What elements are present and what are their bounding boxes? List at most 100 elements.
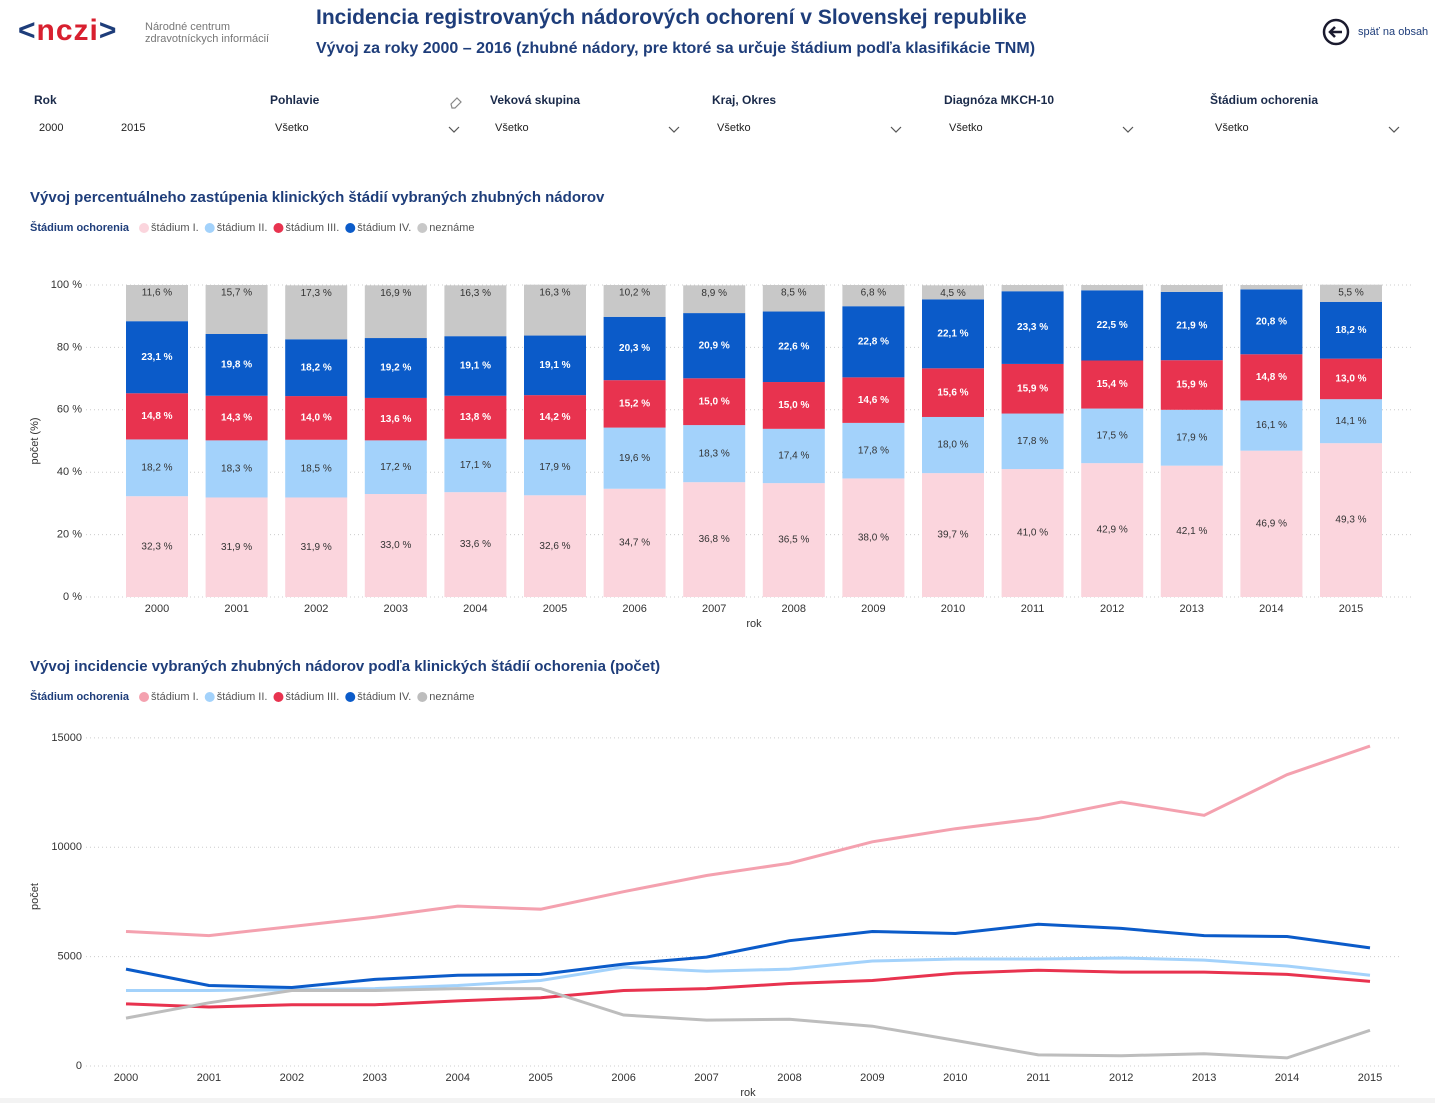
data-label: 18,2 %	[301, 362, 332, 373]
filter-input[interactable]: Všetko	[490, 117, 686, 139]
data-label: 36,5 %	[778, 535, 809, 546]
bar-segment	[1320, 301, 1382, 359]
data-label: 15,0 %	[778, 400, 809, 411]
filter-input[interactable]: 2000	[34, 117, 106, 139]
data-label: 16,1 %	[1256, 420, 1287, 431]
data-label: 20,3 %	[619, 343, 650, 354]
bar-segment	[1160, 409, 1223, 466]
x-tick-label: 2011	[1026, 1072, 1050, 1084]
data-label: 14,8 %	[1256, 372, 1287, 383]
bar-segment	[126, 285, 188, 322]
line	[125, 922, 1371, 989]
filter-input[interactable]: Všetko	[944, 117, 1140, 139]
data-label: 14,2 %	[539, 412, 570, 423]
line	[125, 987, 1371, 1060]
org-line: zdravotníckych informácií	[145, 33, 270, 45]
bar-segment	[683, 425, 746, 483]
dropdown-arrow	[668, 126, 680, 133]
bar-segment	[603, 380, 666, 428]
bar-segment	[762, 428, 825, 484]
bar-segment	[524, 495, 586, 597]
legend-label: štádium IV.	[357, 222, 411, 234]
legend-marker	[417, 692, 428, 702]
bar-segment	[683, 313, 746, 379]
bar-segment	[762, 285, 825, 312]
data-label: 20,8 %	[1256, 316, 1287, 327]
bar-segment	[922, 473, 984, 597]
filter-input[interactable]: Všetko	[1210, 117, 1406, 139]
x-tick-label: 2007	[702, 603, 726, 615]
line	[125, 968, 1371, 1009]
data-label: 36,8 %	[699, 534, 730, 545]
bar-segment	[1240, 400, 1303, 451]
bar-segment	[1160, 291, 1223, 361]
x-tick-label: 2005	[528, 1072, 552, 1084]
legend-label: štádium III.	[285, 222, 339, 234]
data-label: 14,8 %	[141, 411, 172, 422]
back-link[interactable]: späť na obsah	[1322, 18, 1428, 46]
filter-input[interactable]: 2015	[116, 117, 188, 139]
data-label: 15,6 %	[937, 387, 968, 398]
data-label: 15,2 %	[619, 399, 650, 410]
bar-segment	[842, 285, 905, 307]
bar-segment	[683, 378, 746, 426]
x-tick-label: 2014	[1275, 1072, 1299, 1084]
y-tick-label: 10000	[51, 841, 82, 853]
y-tick-label: 0	[76, 1060, 82, 1072]
data-label: 19,8 %	[221, 360, 252, 371]
legend-label: štádium I.	[151, 222, 199, 234]
bar-segment	[444, 438, 507, 493]
x-tick-label: 2015	[1358, 1072, 1382, 1084]
bar-segment	[1320, 284, 1382, 302]
filter-input[interactable]: Všetko	[712, 117, 908, 139]
bar-segment	[603, 427, 666, 489]
bar-segment	[1081, 290, 1144, 361]
bar-segment	[126, 321, 188, 394]
bar-segment	[1320, 443, 1382, 597]
chart: Vývoj percentuálneho zastúpenia klinický…	[29, 189, 1412, 630]
legend-label: štádium II.	[217, 222, 268, 234]
data-label: 42,1 %	[1176, 526, 1207, 537]
panel: Vývoj incidencie vybraných zhubných nádo…	[24, 655, 1412, 1099]
filter-label: Veková skupina	[490, 93, 581, 107]
filter-input[interactable]: Všetko	[270, 117, 466, 139]
bar-segment	[524, 284, 586, 336]
data-label: 15,9 %	[1017, 383, 1048, 394]
x-tick-label: 2003	[384, 603, 408, 615]
data-label: 19,6 %	[619, 453, 650, 464]
filter-label: Pohlavie	[270, 93, 320, 107]
x-tick-label: 2009	[861, 603, 885, 615]
bar-segment	[1081, 408, 1144, 464]
data-label: 4,5 %	[940, 288, 966, 299]
x-tick-label: 2014	[1259, 603, 1283, 615]
data-label: 17,2 %	[380, 462, 411, 473]
bar-segment	[205, 497, 268, 597]
bar-segment	[1001, 469, 1064, 597]
data-label: 6,8 %	[861, 288, 887, 299]
data-label: 18,2 %	[1335, 325, 1366, 336]
legend-label: štádium II.	[217, 691, 268, 703]
bar-segment	[603, 285, 666, 317]
clear-icon[interactable]	[448, 94, 464, 110]
data-label: 14,1 %	[1335, 416, 1366, 427]
bar-segment	[762, 311, 825, 383]
org-line: Národné centrum	[145, 21, 230, 33]
data-label: 5,5 %	[1338, 287, 1364, 298]
y-axis-label: počet (%)	[29, 417, 41, 464]
x-tick-label: 2011	[1021, 603, 1045, 615]
bar-segment	[524, 335, 586, 396]
bar-segment	[285, 396, 348, 440]
logo-text: nczi	[36, 14, 99, 47]
data-label: 16,3 %	[460, 288, 491, 299]
bar-segment	[285, 285, 348, 340]
data-label: 38,0 %	[858, 532, 889, 543]
data-label: 14,3 %	[221, 413, 252, 424]
data-label: 13,0 %	[1335, 374, 1366, 385]
data-label: 32,6 %	[539, 541, 570, 552]
bar-segment	[922, 416, 984, 474]
filter-label: Kraj, Okres	[712, 93, 777, 107]
dropdown-arrow	[1122, 126, 1134, 133]
legend-label: štádium I.	[151, 691, 199, 703]
bar-segment	[1240, 450, 1303, 597]
bar-segment	[922, 368, 984, 417]
